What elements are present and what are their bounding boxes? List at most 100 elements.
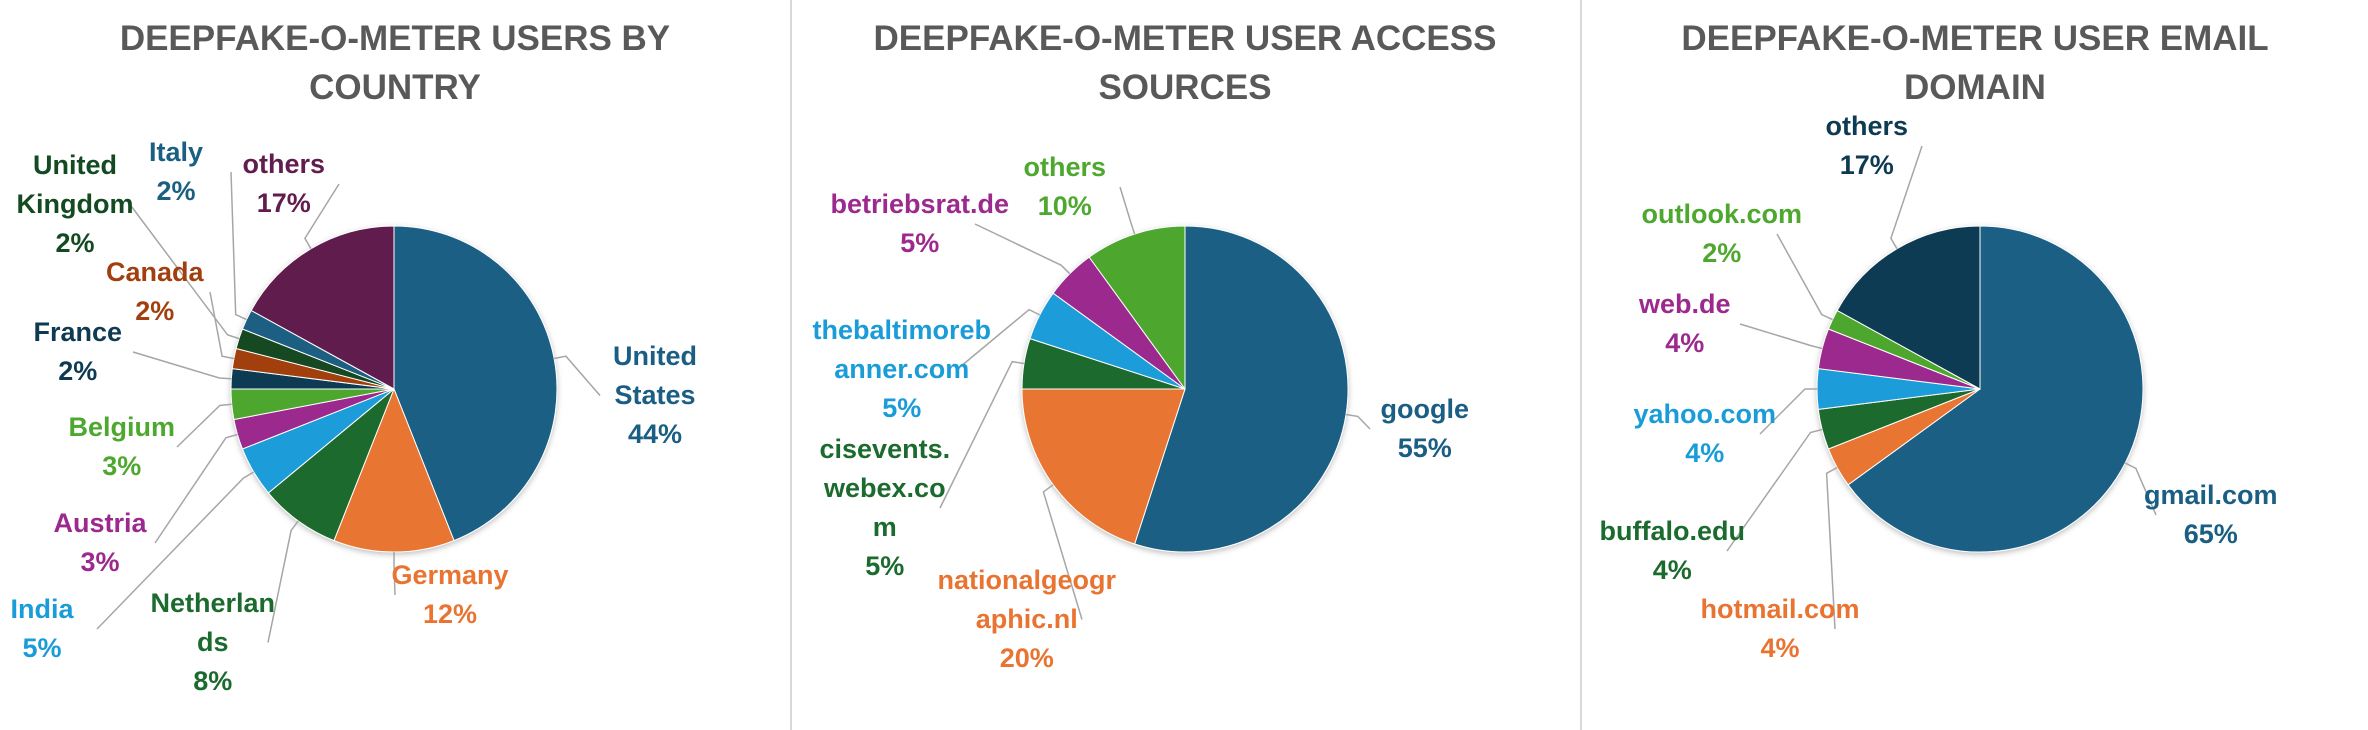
leader-line-nationalgeogr-aphic-nl [1042,484,1083,620]
slice-percent: 5% [22,633,62,663]
slice-label: outlook.com [1641,199,1803,229]
slice-label: nationalgeogr aphic.nl [937,565,1117,634]
slice-percent: 8% [193,666,233,696]
leader-line-belgium [176,403,232,448]
slice-label: cisevents. webex.co m [819,434,951,542]
leader-line-betriebsrat-de [974,223,1071,275]
leader-line-others [1119,186,1136,235]
data-label-yahoo-com: yahoo.com 4% [1634,395,1777,473]
slice-percent: 2% [156,176,196,206]
data-label-india: India 5% [11,590,74,668]
panel-divider [790,0,792,730]
leader-line-google [1345,413,1371,430]
data-label-buffalo-edu: buffalo.edu 4% [1600,512,1745,590]
panel-divider [1580,0,1582,730]
pie-svg [939,186,1371,620]
data-label-germany: Germany 12% [392,556,509,634]
slice-label: others [1023,152,1107,182]
data-label-cisevents-webex-co-m: cisevents. webex.co m 5% [820,430,951,586]
data-label-italy: Italy 2% [149,133,203,211]
leader-line-hotmail-com [1825,466,1838,630]
slice-label: web.de [1639,289,1731,319]
chart-title: DEEPFAKE-O-METER USER EMAIL DOMAIN [1681,19,2269,107]
data-label-others: others 17% [243,145,326,223]
pie-svg [1726,145,2157,630]
leader-line-cisevents-webex-co-m [939,360,1025,509]
slice-percent: 5% [882,393,922,423]
leader-line-others [1890,145,1923,250]
pie-slice-united-states [393,225,558,542]
leader-line-italy [230,171,247,321]
slice-percent: 55% [1397,433,1452,463]
data-label-betriebsrat-de: betriebsrat.de 5% [831,185,1010,263]
data-label-outlook-com: outlook.com 2% [1642,195,1803,273]
slice-label: Canada [106,257,204,287]
slice-percent: 2% [135,296,175,326]
leader-line-germany [393,552,396,596]
slice-percent: 10% [1037,191,1092,221]
leader-line-web-de [1739,323,1823,350]
slice-label: India [10,594,74,624]
slice-percent: 65% [2183,519,2238,549]
data-label-united-states: United States 44% [613,337,697,454]
slice-percent: 44% [627,419,683,449]
slice-percent: 2% [58,356,98,386]
data-label-united-kingdom: United Kingdom 2% [17,146,134,263]
data-label-thebaltimoreb-anner-com: thebaltimoreb anner.com 5% [813,311,992,428]
slice-percent: 3% [102,451,142,481]
leader-line-outlook-com [1776,233,1833,321]
slice-label: hotmail.com [1700,594,1860,624]
slice-label: Netherlan ds [150,588,276,657]
slice-percent: 5% [900,228,940,258]
slice-label: United States [613,341,697,410]
pie-slice-gmail-com [1847,225,2144,553]
chart-user-email-domain: DEEPFAKE-O-METER USER EMAIL DOMAIN gmail… [1580,0,2368,730]
leader-line-united-states [553,355,601,396]
slice-label: France [33,317,123,347]
slice-label: Germany [391,560,509,590]
data-label-nationalgeogr-aphic-nl: nationalgeogr aphic.nl 20% [938,561,1117,678]
slice-percent: 2% [1702,238,1742,268]
slice-percent: 4% [1665,328,1705,358]
slice-label: United Kingdom [16,150,134,219]
slice-percent: 17% [256,188,311,218]
slice-percent: 5% [865,551,905,581]
slice-label: Belgium [68,412,176,442]
data-label-gmail-com: gmail.com 65% [2144,476,2278,554]
data-label-canada: Canada 2% [106,253,204,331]
leader-line-france [132,351,232,380]
data-label-others: others 10% [1024,148,1107,226]
data-label-austria: Austria 3% [54,504,147,582]
data-label-belgium: Belgium 3% [69,408,176,486]
data-label-netherlan-ds: Netherlan ds 8% [151,584,276,701]
pie-slice-google [1133,225,1349,553]
slice-percent: 3% [80,547,120,577]
slice-label: buffalo.edu [1599,516,1745,546]
leader-line-gmail-com [2124,462,2157,516]
slice-percent: 4% [1652,555,1692,585]
slice-percent: 2% [55,228,95,258]
slice-label: betriebsrat.de [830,189,1010,219]
leader-line-netherlan-ds [267,520,299,643]
slice-percent: 20% [999,643,1054,673]
slice-percent: 12% [423,599,478,629]
leader-line-canada [209,291,235,360]
pie-slice-others [250,225,395,390]
slice-percent: 4% [1760,633,1800,663]
slice-percent: 4% [1685,438,1725,468]
leader-line-yahoo-com [1759,388,1817,435]
leader-line-others [304,183,340,250]
pie-slice-germany [333,387,455,553]
slice-label: Italy [149,137,204,167]
pie-svg [96,171,601,643]
slice-label: yahoo.com [1633,399,1777,429]
slice-label: others [1825,111,1909,141]
leader-line-united-kingdom [129,204,240,340]
slice-label: gmail.com [2144,480,2278,510]
data-label-google: google 55% [1381,390,1470,468]
data-label-hotmail-com: hotmail.com 4% [1701,590,1860,668]
slice-label: others [242,149,326,179]
leader-line-buffalo-edu [1726,428,1823,552]
data-label-others: others 17% [1826,107,1909,185]
chart-users-by-country: DEEPFAKE-O-METER USERS BY COUNTRY United… [0,0,790,730]
